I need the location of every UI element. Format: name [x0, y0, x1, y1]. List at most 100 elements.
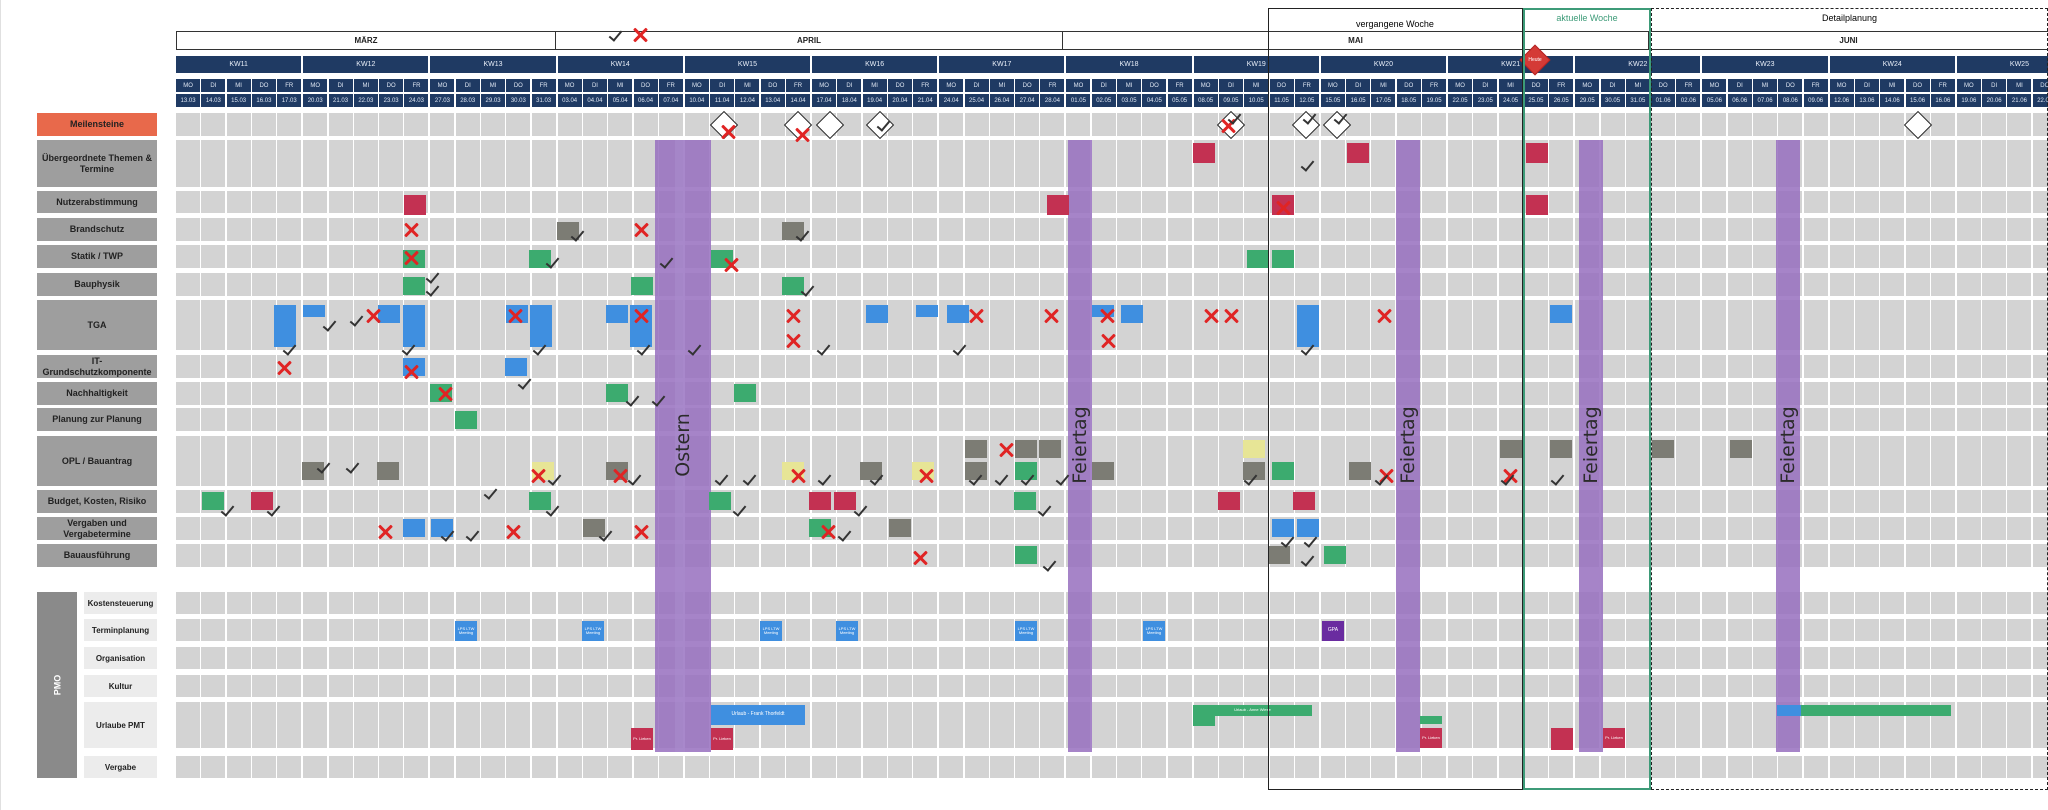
grid-cell[interactable] [1218, 382, 1243, 405]
grid-cell[interactable] [939, 191, 964, 213]
pmo-grid-cell[interactable] [964, 592, 989, 614]
grid-cell[interactable] [1040, 245, 1065, 268]
pmo-grid-cell[interactable] [531, 619, 556, 641]
pmo-grid-cell[interactable] [303, 592, 328, 614]
pmo-grid-cell[interactable] [1269, 675, 1294, 697]
pmo-grid-cell[interactable] [964, 702, 989, 748]
grid-cell[interactable] [1091, 191, 1116, 213]
grid-cell[interactable] [862, 140, 887, 187]
pmo-grid-cell[interactable] [176, 702, 201, 748]
grid-cell[interactable] [989, 517, 1014, 540]
pmo-grid-cell[interactable] [1015, 702, 1040, 748]
grid-cell[interactable] [251, 300, 276, 350]
grid-cell[interactable] [201, 517, 226, 540]
grid-cell[interactable] [303, 273, 328, 296]
vacation-frank[interactable]: Urlaub - Frank Thorfeldt [711, 705, 805, 725]
pmo-grid-cell[interactable] [1015, 647, 1040, 669]
grid-cell[interactable] [531, 408, 556, 431]
grid-cell[interactable] [481, 140, 506, 187]
pmo-grid-cell[interactable] [1218, 675, 1243, 697]
pmo-grid-cell[interactable] [913, 647, 938, 669]
grid-cell[interactable] [710, 140, 735, 187]
grid-cell[interactable] [1040, 355, 1065, 378]
grid-cell[interactable] [379, 191, 404, 213]
grid-cell[interactable] [1167, 245, 1192, 268]
grid-cell[interactable] [1167, 436, 1192, 486]
pmo-grid-cell[interactable] [786, 675, 811, 697]
grid-cell[interactable] [964, 490, 989, 513]
grid-cell[interactable] [633, 191, 658, 213]
grid-cell[interactable] [964, 113, 989, 136]
grid-cell[interactable] [251, 273, 276, 296]
grid-cell[interactable] [1167, 382, 1192, 405]
grid-cell[interactable] [1193, 245, 1218, 268]
pmo-grid-cell[interactable] [1040, 702, 1065, 748]
grid-cell[interactable] [608, 113, 633, 136]
pmo-grid-cell[interactable] [1040, 647, 1065, 669]
grid-cell[interactable] [964, 355, 989, 378]
grid-cell[interactable] [430, 544, 455, 567]
person-block-2[interactable]: Pr. Lieken [711, 728, 733, 750]
grid-cell[interactable] [379, 245, 404, 268]
pmo-grid-cell[interactable] [481, 702, 506, 748]
pmo-grid-cell[interactable] [1294, 647, 1319, 669]
grid-cell[interactable] [1015, 245, 1040, 268]
grid-cell[interactable] [251, 191, 276, 213]
task-block[interactable] [274, 305, 296, 347]
grid-cell[interactable] [760, 382, 785, 405]
grid-cell[interactable] [964, 382, 989, 405]
grid-cell[interactable] [786, 544, 811, 567]
grid-cell[interactable] [735, 140, 760, 187]
grid-cell[interactable] [1142, 140, 1167, 187]
grid-cell[interactable] [735, 191, 760, 213]
grid-cell[interactable] [1320, 517, 1345, 540]
task-block[interactable] [1015, 440, 1037, 458]
grid-cell[interactable] [531, 273, 556, 296]
grid-cell[interactable] [989, 300, 1014, 350]
grid-cell[interactable] [481, 273, 506, 296]
grid-cell[interactable] [1091, 517, 1116, 540]
grid-cell[interactable] [812, 544, 837, 567]
pmo-grid-cell[interactable] [837, 592, 862, 614]
pmo-grid-cell[interactable] [1142, 647, 1167, 669]
grid-cell[interactable] [1244, 544, 1269, 567]
pmo-grid-cell[interactable] [430, 675, 455, 697]
grid-cell[interactable] [710, 544, 735, 567]
pmo-grid-cell[interactable] [1320, 756, 1345, 778]
grid-cell[interactable] [481, 408, 506, 431]
grid-cell[interactable] [353, 218, 378, 241]
grid-cell[interactable] [1371, 408, 1396, 431]
grid-cell[interactable] [964, 191, 989, 213]
pmo-grid-cell[interactable] [430, 619, 455, 641]
pmo-grid-cell[interactable] [481, 619, 506, 641]
pmo-grid-cell[interactable] [1040, 756, 1065, 778]
grid-cell[interactable] [735, 245, 760, 268]
grid-cell[interactable] [430, 408, 455, 431]
grid-cell[interactable] [1294, 191, 1319, 213]
grid-cell[interactable] [964, 245, 989, 268]
grid-cell[interactable] [1371, 355, 1396, 378]
pmo-grid-cell[interactable] [1091, 756, 1116, 778]
grid-cell[interactable] [557, 113, 582, 136]
grid-cell[interactable] [1371, 218, 1396, 241]
grid-cell[interactable] [557, 273, 582, 296]
grid-cell[interactable] [455, 382, 480, 405]
grid-cell[interactable] [481, 191, 506, 213]
grid-cell[interactable] [1269, 408, 1294, 431]
grid-cell[interactable] [531, 218, 556, 241]
grid-cell[interactable] [455, 544, 480, 567]
grid-cell[interactable] [1320, 436, 1345, 486]
pmo-grid-cell[interactable] [862, 702, 887, 748]
pmo-grid-cell[interactable] [1346, 702, 1371, 748]
grid-cell[interactable] [1371, 517, 1396, 540]
pmo-grid-cell[interactable] [1244, 647, 1269, 669]
grid-cell[interactable] [862, 218, 887, 241]
pmo-grid-cell[interactable] [201, 647, 226, 669]
grid-cell[interactable] [939, 408, 964, 431]
pmo-grid-cell[interactable] [710, 592, 735, 614]
pmo-grid-cell[interactable] [939, 592, 964, 614]
grid-cell[interactable] [608, 408, 633, 431]
grid-cell[interactable] [251, 408, 276, 431]
pmo-grid-cell[interactable] [1117, 619, 1142, 641]
grid-cell[interactable] [404, 490, 429, 513]
